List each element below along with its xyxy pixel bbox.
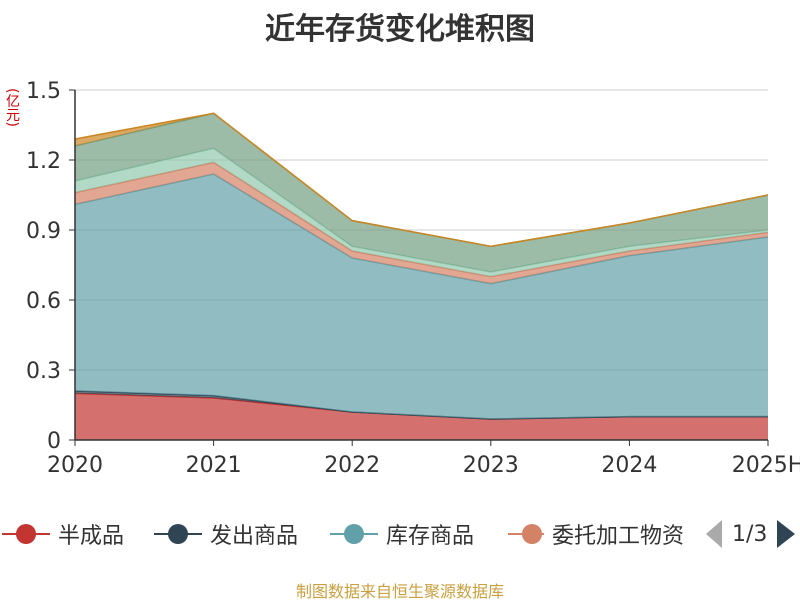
legend-marker-icon bbox=[154, 524, 202, 544]
legend-label: 库存商品 bbox=[386, 524, 475, 549]
legend-marker-icon bbox=[2, 524, 50, 544]
y-tick-label: 1.2 bbox=[26, 149, 61, 174]
legend-item-1[interactable]: 发出商品 bbox=[154, 512, 298, 556]
area-series-0 bbox=[75, 393, 768, 440]
legend-pager: 1/3 bbox=[706, 512, 796, 556]
y-axis-unit-label: (亿元) bbox=[4, 88, 20, 127]
x-tick-label: 2025H bbox=[732, 453, 800, 478]
legend-item-0[interactable]: 半成品 bbox=[2, 512, 124, 556]
series-line-6 bbox=[74, 112, 769, 248]
y-tick-label: 0.9 bbox=[26, 219, 61, 244]
legend-label: 委托加工物资 bbox=[551, 524, 684, 549]
legend-item-2[interactable]: 库存商品 bbox=[330, 512, 474, 556]
x-tick-label: 2020 bbox=[47, 453, 103, 478]
x-tick-label: 2022 bbox=[324, 453, 380, 478]
legend: 半成品 发出商品 库存商品 委托加工物资 bbox=[0, 512, 800, 556]
area-series bbox=[74, 112, 769, 440]
legend-label: 半成品 bbox=[58, 524, 125, 549]
y-tick-label: 1.5 bbox=[26, 79, 61, 104]
legend-marker-icon bbox=[330, 524, 378, 544]
chart-title: 近年存货变化堆积图 bbox=[265, 12, 535, 47]
data-source-note: 制图数据来自恒生聚源数据库 bbox=[295, 582, 504, 601]
area-series-5 bbox=[75, 113, 768, 272]
area-series-3 bbox=[75, 162, 768, 284]
area-series-4 bbox=[75, 148, 768, 277]
legend-page-indicator: 1/3 bbox=[732, 521, 768, 547]
x-tick-label: 2024 bbox=[601, 453, 657, 478]
legend-label: 发出商品 bbox=[210, 524, 299, 549]
x-tick-label: 2021 bbox=[186, 453, 242, 478]
y-tick-label: 0 bbox=[47, 429, 61, 454]
x-tick-label: 2023 bbox=[463, 453, 519, 478]
legend-item-3[interactable]: 委托加工物资 bbox=[508, 512, 684, 556]
pager-prev-icon[interactable] bbox=[706, 520, 722, 548]
y-tick-label: 0.6 bbox=[26, 289, 61, 314]
legend-marker-icon bbox=[508, 524, 544, 544]
y-tick-label: 0.3 bbox=[26, 359, 61, 384]
pager-next-icon[interactable] bbox=[777, 520, 796, 548]
area-series-2 bbox=[75, 174, 768, 419]
axes: 0 0.3 0.6 0.9 1.2 1.5 2020 2021 2022 2023 2024 2025… bbox=[26, 79, 800, 478]
stacked-area-chart: 0 0.3 0.6 0.9 1.2 1.5 2020 2021 2022 2023 2024 2025… bbox=[26, 79, 800, 478]
